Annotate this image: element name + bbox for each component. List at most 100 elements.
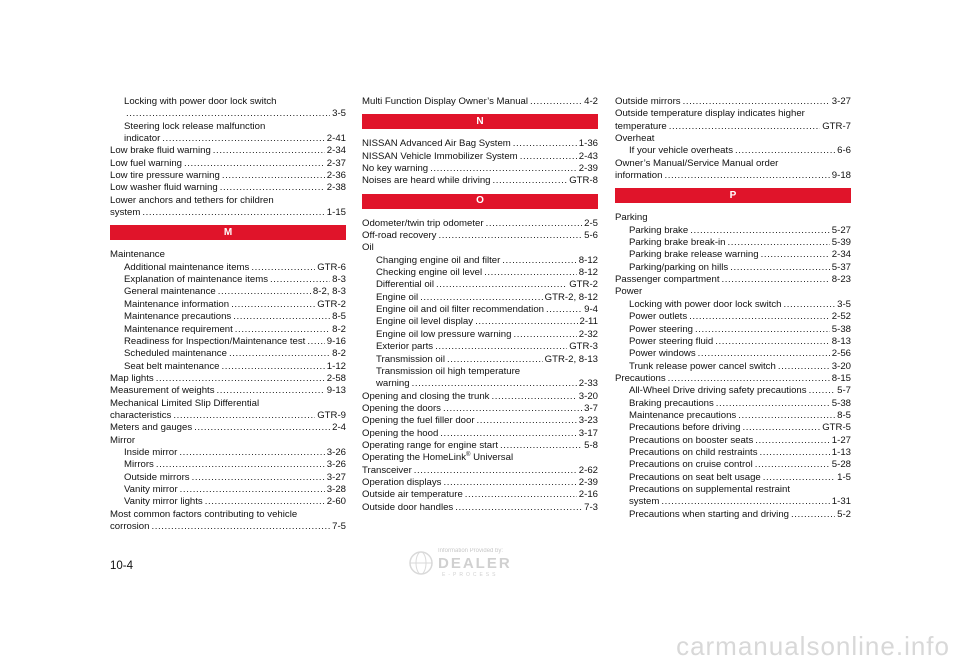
index-heading-line: Steering lock release malfunction [110, 121, 346, 133]
index-entry: Readiness for Inspection/Maintenance tes… [110, 336, 346, 348]
logo-tagline: E-PROCESS [442, 572, 499, 578]
entry-label: Maintenance information [124, 298, 230, 310]
index-text: Outside temperature display indicates hi… [615, 108, 805, 120]
index-entry: Trunk release power cancel switch 3-20 [615, 361, 851, 373]
dot-leader [661, 496, 829, 508]
entry-page-ref: 2-11 [579, 316, 599, 328]
index-entry: Precautions on child restraints 1-13 [615, 447, 851, 459]
dot-leader [151, 521, 330, 533]
index-entry: Precautions on booster seats 1-27 [615, 435, 851, 447]
index-entry: Maintenance information GTR-2 [110, 299, 346, 311]
dot-leader [455, 502, 582, 514]
index-column-2: Multi Function Display Owner’s Manual 4-2… [362, 96, 598, 514]
dot-leader [669, 121, 820, 133]
entry-page-ref: GTR-3 [569, 341, 598, 353]
entry-page-ref: 8-23 [831, 274, 851, 286]
entry-page-ref: 8-2 [332, 348, 346, 360]
entry-label: Low tire pressure warning [110, 170, 220, 182]
dot-leader [142, 207, 324, 219]
index-entry: corrosion 7-5 [110, 521, 346, 533]
index-entry: Braking precautions 5-38 [615, 398, 851, 410]
index-heading-line: Transmission oil high temperature [362, 366, 598, 378]
index-entry: Operating range for engine start 5-8 [362, 440, 598, 452]
index-entry: Maintenance precautions 8-5 [110, 311, 346, 323]
index-text: Overheat [615, 133, 655, 145]
dot-leader [484, 267, 577, 279]
entry-label: Parking brake release warning [629, 249, 759, 261]
entry-page-ref: 2-43 [578, 150, 598, 162]
dot-leader [500, 440, 582, 452]
dot-leader [436, 279, 567, 291]
entry-label: Locking with power door lock switch [629, 298, 782, 310]
index-entry: Outside mirrors 3-27 [615, 96, 851, 108]
index-heading-line: Precautions on supplemental restraint [615, 484, 851, 496]
entry-page-ref: 6-6 [837, 145, 851, 157]
index-entry: Transmission oil GTR-2, 8-13 [362, 354, 598, 366]
index-entry: Engine oil level display 2-11 [362, 316, 598, 328]
entry-label: Engine oil low pressure warning [376, 328, 512, 340]
dot-leader [217, 385, 325, 397]
entry-page-ref: 8-5 [332, 311, 346, 323]
dot-leader [668, 373, 830, 385]
entry-label: Engine oil level display [376, 316, 474, 328]
entry-page-ref: 9-4 [584, 304, 598, 316]
dot-leader [502, 255, 577, 267]
dot-leader [430, 163, 577, 175]
index-entry: Inside mirror 3-26 [110, 447, 346, 459]
index-column-1: Locking with power door lock switch 3-5 St… [110, 96, 346, 533]
dot-leader [715, 336, 830, 348]
entry-label: Precautions on booster seats [629, 434, 754, 446]
index-entry: Opening the hood 3-17 [362, 428, 598, 440]
entry-page-ref: 2-39 [578, 476, 598, 488]
index-entry: NISSAN Vehicle Immobilizer System 2-43 [362, 151, 598, 163]
entry-page-ref: 8-12 [578, 254, 598, 266]
entry-page-ref: 9-16 [326, 335, 346, 347]
index-text: Transmission oil high temperature [376, 365, 521, 377]
entry-page-ref: GTR-2 [317, 298, 346, 310]
index-heading-line: Outside temperature display indicates hi… [615, 108, 851, 120]
entry-page-ref: 3-17 [578, 427, 598, 439]
entry-page-ref: 2-38 [326, 182, 346, 194]
entry-page-ref: 2-56 [831, 348, 851, 360]
entry-page-ref: 1-27 [831, 434, 851, 446]
entry-page-ref: 8-3 [332, 274, 346, 286]
entry-label: Braking precautions [629, 397, 714, 409]
index-heading-line: Parking [615, 212, 851, 224]
entry-label: Maintenance precautions [629, 409, 737, 421]
index-text: Most common factors contributing to vehi… [110, 508, 298, 520]
dot-leader [270, 274, 330, 286]
entry-label: Precautions on seat belt usage [629, 471, 761, 483]
entry-label: Low brake fluid warning [110, 145, 211, 157]
dot-leader [194, 422, 330, 434]
entry-label: Opening the doors [362, 402, 441, 414]
dot-leader [438, 230, 582, 242]
index-entry: indicator 2-41 [110, 133, 346, 145]
dot-leader [477, 415, 577, 427]
entry-page-ref: 1-12 [326, 360, 346, 372]
index-text: Operating the HomeLink [362, 452, 466, 464]
dealer-logo: Information Provided by: DEALER E-PROCES… [408, 548, 550, 580]
index-entry: Map lights 2-58 [110, 373, 346, 385]
entry-page-ref: 5-38 [831, 397, 851, 409]
entry-page-ref: GTR-9 [317, 409, 346, 421]
entry-page-ref: GTR-5 [822, 422, 851, 434]
entry-page-ref: 5-2 [837, 508, 851, 520]
index-entry: Scheduled maintenance 8-2 [110, 348, 346, 360]
entry-label: Precautions on cruise control [629, 459, 753, 471]
entry-page-ref: 7-5 [332, 521, 346, 532]
index-entry: Low washer fluid warning 2-38 [110, 182, 346, 194]
entry-page-ref: 2-4 [332, 422, 346, 434]
entry-label: Transceiver [362, 464, 412, 476]
index-text: Lower anchors and tethers for children [110, 194, 274, 206]
index-column-3: Outside mirrors 3-27 Outside temperature d… [615, 96, 851, 521]
dot-leader [465, 489, 577, 501]
index-entry: No key warning 2-39 [362, 163, 598, 175]
entry-label: Maintenance requirement [124, 323, 233, 335]
dot-leader [738, 410, 835, 422]
entry-page-ref: 2-34 [831, 249, 851, 261]
index-entry: Odometer/twin trip odometer 2-5 [362, 218, 598, 230]
dot-leader [180, 484, 325, 496]
dot-leader [755, 435, 830, 447]
dot-leader [205, 496, 325, 508]
dot-leader [664, 170, 829, 182]
